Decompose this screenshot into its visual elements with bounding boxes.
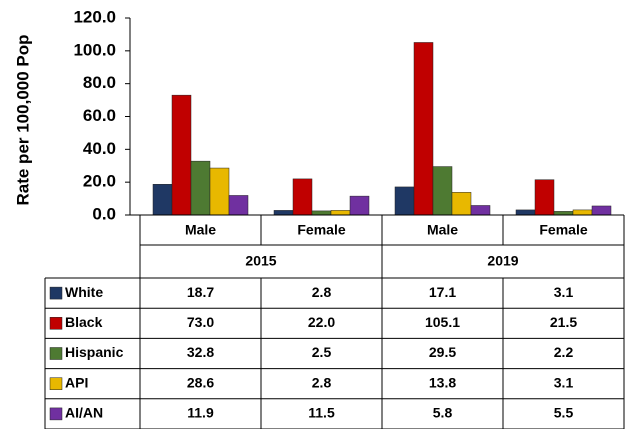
bar [349, 195, 370, 216]
bar [292, 178, 313, 216]
data-label: 18.7 [187, 284, 214, 300]
data-label: 11.9 [187, 405, 214, 421]
bar [394, 186, 415, 216]
bar [311, 210, 332, 216]
x-tick-label: Female [539, 222, 587, 238]
bar [451, 192, 472, 216]
y-tick-label: 0.0 [92, 204, 116, 223]
legend-label: White [65, 284, 103, 300]
legend-swatch [49, 286, 63, 300]
bar [572, 209, 593, 216]
data-label: 28.6 [187, 374, 214, 390]
y-axis-label: Rate per 100,000 Pop [13, 34, 32, 205]
bar [534, 179, 555, 216]
legend-label: AI/AN [65, 405, 103, 421]
x-tick-label: Male [185, 222, 216, 238]
x-tick-label: Male [427, 222, 458, 238]
data-label: 13.8 [429, 374, 456, 390]
data-label: 2.5 [312, 344, 332, 360]
data-label: 3.1 [554, 284, 574, 300]
data-label: 17.1 [429, 284, 456, 300]
y-tick-label: 120.0 [73, 7, 116, 26]
data-label: 2.2 [554, 344, 574, 360]
bar [515, 209, 536, 216]
bar [273, 210, 294, 216]
bar [190, 160, 211, 216]
bar [470, 205, 491, 216]
group-label: 2015 [245, 253, 276, 269]
y-tick-label: 40.0 [83, 139, 116, 158]
bar [152, 184, 173, 216]
data-label: 32.8 [187, 344, 214, 360]
bar [432, 166, 453, 216]
data-label: 3.1 [554, 374, 574, 390]
legend-swatch [49, 377, 63, 390]
y-tick-label: 60.0 [83, 106, 116, 125]
legend-label: API [65, 374, 88, 390]
y-tick-label: 100.0 [73, 40, 116, 59]
data-label: 2.8 [312, 284, 332, 300]
bar [591, 205, 612, 216]
data-label: 29.5 [429, 344, 456, 360]
legend-swatch [49, 317, 63, 330]
data-label: 11.5 [308, 405, 335, 421]
y-tick-label: 80.0 [83, 73, 116, 92]
bar [330, 210, 351, 216]
data-label: 2.8 [312, 374, 332, 390]
legend-label: Hispanic [65, 344, 124, 360]
group-label: 2019 [487, 253, 518, 269]
bar [209, 167, 230, 216]
data-label: 22.0 [308, 314, 335, 330]
data-label: 105.1 [425, 314, 460, 330]
legend-swatch [49, 347, 63, 360]
bar [553, 211, 574, 216]
bar [228, 195, 249, 216]
x-tick-label: Female [297, 222, 345, 238]
y-tick-label: 20.0 [83, 172, 116, 191]
legend-swatch [49, 407, 63, 421]
data-label: 5.5 [554, 405, 574, 421]
legend-label: Black [65, 314, 103, 330]
data-label: 73.0 [187, 314, 214, 330]
data-label: 21.5 [550, 314, 577, 330]
bar [413, 42, 434, 216]
bar [171, 94, 192, 216]
data-label: 5.8 [433, 405, 453, 421]
